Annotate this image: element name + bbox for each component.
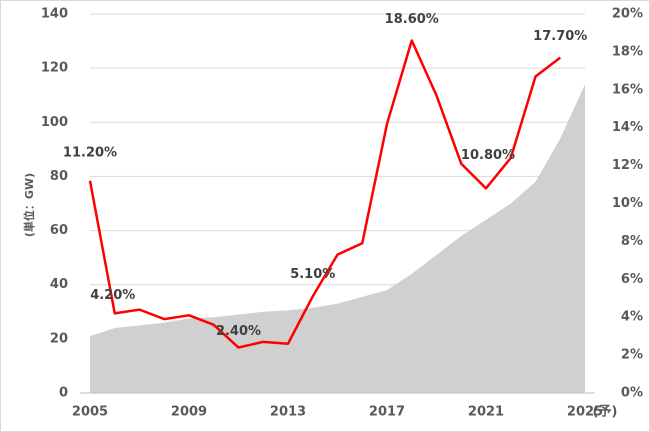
data-label: 11.20% — [63, 145, 117, 160]
data-label: 17.70% — [533, 29, 587, 44]
right-tick-label: 16% — [612, 82, 643, 97]
x-axis-suffix: (予) — [593, 405, 618, 420]
area-series — [90, 84, 585, 393]
x-tick-label: 2021 — [468, 405, 504, 420]
right-tick-label: 4% — [621, 310, 643, 325]
left-tick-label: 20 — [50, 331, 68, 346]
axes: 0 20 40 60 80 100 120 140 0% 2% 4% 6% 8% 10% 12% 14% 16%… — [41, 7, 643, 420]
right-tick-label: 12% — [612, 158, 643, 173]
left-tick-label: 100 — [41, 115, 68, 130]
left-tick-label: 120 — [41, 61, 68, 76]
left-tick-label: 40 — [50, 277, 68, 292]
right-tick-label: 18% — [612, 44, 643, 59]
data-label: 2.40% — [216, 324, 261, 339]
data-labels: 11.20% 4.20% 2.40% 5.10% 18.60% 10.80% 17.70% — [63, 12, 587, 339]
data-label: 18.60% — [385, 12, 439, 27]
left-tick-label: 80 — [50, 169, 68, 184]
data-label: 4.20% — [90, 288, 135, 303]
line-series-path — [88, 39, 562, 349]
y-axis-label: (単位：GW) — [22, 173, 36, 237]
left-tick-label: 60 — [50, 223, 68, 238]
x-tick-label: 2005 — [72, 405, 108, 420]
right-tick-label: 10% — [612, 196, 643, 211]
x-tick-label: 2009 — [171, 405, 207, 420]
area-series-fill — [90, 84, 585, 393]
data-label: 5.10% — [290, 267, 335, 282]
left-tick-label: 140 — [41, 7, 68, 22]
data-label: 10.80% — [461, 148, 515, 163]
left-tick-label: 0 — [59, 386, 68, 401]
right-tick-label: 6% — [621, 272, 643, 287]
line-series — [88, 39, 562, 349]
x-tick-label: 2013 — [270, 405, 306, 420]
right-tick-label: 8% — [621, 234, 643, 249]
right-tick-label: 0% — [621, 386, 643, 401]
right-tick-label: 14% — [612, 120, 643, 135]
x-tick-label: 2025 — [567, 405, 603, 420]
right-tick-label: 20% — [612, 7, 643, 22]
right-tick-label: 2% — [621, 348, 643, 363]
x-tick-label: 2017 — [369, 405, 405, 420]
